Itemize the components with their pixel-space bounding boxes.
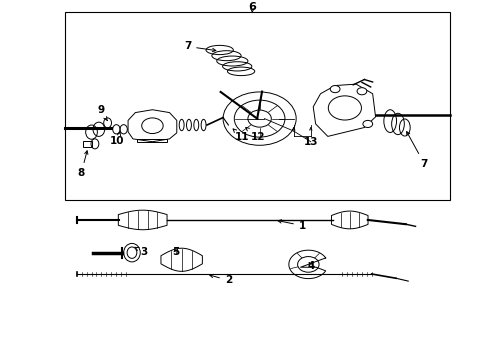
Text: 5: 5 (172, 247, 179, 257)
Text: 7: 7 (407, 132, 428, 169)
Text: 7: 7 (184, 41, 216, 52)
Circle shape (363, 120, 373, 127)
Circle shape (357, 88, 367, 95)
Text: 8: 8 (78, 151, 88, 178)
Text: 2: 2 (210, 274, 232, 285)
Text: 1: 1 (278, 220, 306, 231)
Text: 12: 12 (246, 127, 265, 143)
Text: 6: 6 (248, 2, 256, 12)
Text: 4: 4 (308, 261, 315, 271)
Circle shape (330, 86, 340, 93)
Text: 9: 9 (97, 105, 107, 121)
Text: 10: 10 (110, 132, 124, 146)
Text: 13: 13 (303, 138, 318, 148)
Text: 11: 11 (233, 129, 249, 143)
Bar (65, 12, 450, 201)
Text: 3: 3 (135, 247, 147, 257)
